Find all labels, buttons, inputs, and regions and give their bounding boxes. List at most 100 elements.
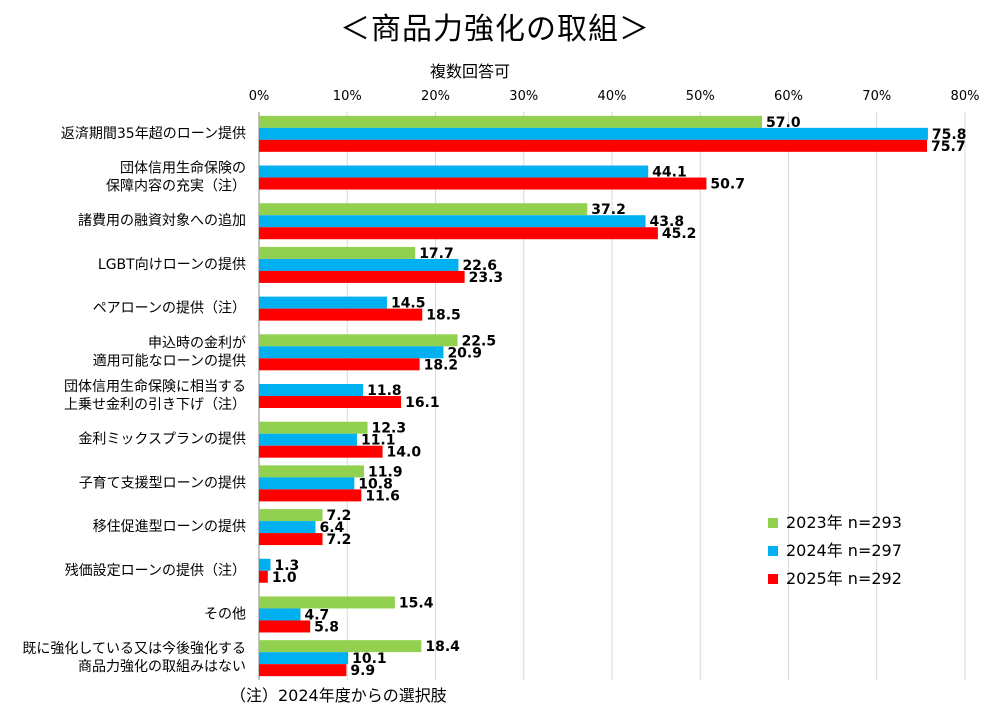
- bar: [259, 177, 707, 190]
- x-tick-label: 10%: [333, 89, 362, 104]
- category-label: 諸費用の融資対象への追加: [78, 213, 246, 229]
- data-label: 16.1: [405, 395, 440, 411]
- chart-title: ＜商品力強化の取組＞: [340, 12, 650, 47]
- legend-swatch: [768, 546, 778, 556]
- category-label: ペアローンの提供（注）: [93, 301, 246, 317]
- data-label: 1.0: [272, 570, 297, 586]
- category-label: 残価設定ローンの提供（注）: [65, 563, 246, 579]
- data-label: 75.7: [931, 139, 966, 155]
- data-label: 57.0: [766, 115, 801, 131]
- data-label: 37.2: [591, 202, 626, 218]
- bar: [259, 533, 323, 546]
- data-label: 18.4: [425, 639, 460, 655]
- data-label: 50.7: [710, 177, 745, 193]
- data-label: 7.2: [327, 508, 352, 524]
- x-tick-label: 30%: [509, 89, 538, 104]
- bar: [259, 346, 444, 359]
- bar: [259, 608, 301, 621]
- data-label: 22.6: [462, 258, 497, 274]
- chart-subtitle: 複数回答可: [430, 62, 511, 81]
- x-tick-label: 50%: [686, 89, 715, 104]
- bar: [259, 489, 362, 502]
- bar: [259, 203, 588, 216]
- bar: [259, 258, 459, 271]
- bar: [259, 521, 316, 534]
- category-label: 申込時の金利が: [148, 335, 246, 351]
- data-label: 11.9: [368, 464, 403, 480]
- bar: [259, 477, 355, 490]
- data-label: 20.9: [447, 345, 482, 361]
- bar: [259, 509, 323, 522]
- bar: [259, 227, 658, 240]
- bar: [259, 246, 416, 259]
- data-label: 1.3: [274, 558, 299, 574]
- data-label: 9.9: [350, 663, 375, 679]
- bar: [259, 465, 365, 478]
- data-label: 43.8: [650, 214, 685, 230]
- x-tick-label: 40%: [598, 89, 627, 104]
- bar: [259, 433, 357, 446]
- bar: [259, 640, 422, 653]
- bar: [259, 445, 383, 458]
- category-label: 移住促進型ローンの提供: [93, 519, 246, 535]
- category-label: 既に強化している又は今後強化する: [22, 641, 246, 657]
- data-label: 10.1: [352, 651, 387, 667]
- category-label: 団体信用生命保険の: [120, 160, 246, 177]
- bar: [259, 421, 368, 434]
- data-label: 4.7: [304, 607, 329, 623]
- data-label: 14.5: [391, 296, 426, 312]
- data-label: 75.8: [932, 127, 967, 143]
- category-label: 保障内容の充実（注）: [106, 178, 246, 195]
- category-label: 団体信用生命保険に相当する: [64, 378, 246, 395]
- category-label: LGBT向けローンの提供: [98, 257, 246, 273]
- data-label: 45.2: [662, 226, 697, 242]
- data-label: 7.2: [327, 532, 352, 548]
- bar: [259, 384, 364, 396]
- data-label: 23.3: [469, 270, 504, 286]
- x-tick-label: 60%: [774, 89, 803, 104]
- data-label: 22.5: [462, 333, 497, 349]
- legend-label: 2025年 n=292: [786, 569, 902, 588]
- category-label: 上乗せ金利の引き下げ（注）: [64, 397, 246, 413]
- bar: [259, 334, 458, 347]
- data-label: 6.4: [319, 520, 344, 536]
- bar: [259, 664, 347, 677]
- bar: [259, 270, 465, 283]
- category-label: 子育て支援型ローンの提供: [79, 475, 246, 491]
- data-label: 14.0: [387, 445, 422, 461]
- legend-label: 2023年 n=293: [786, 513, 902, 532]
- data-label: 11.6: [365, 488, 400, 504]
- category-label: 適用可能なローンの提供: [93, 352, 246, 369]
- chart-footnote: （注）2024年度からの選択肢: [230, 686, 447, 705]
- bar: [259, 308, 423, 321]
- data-label: 11.1: [361, 433, 396, 449]
- bar: [259, 165, 649, 178]
- data-label: 15.4: [399, 595, 434, 611]
- data-label: 18.5: [426, 308, 461, 324]
- data-label: 44.1: [652, 165, 687, 181]
- x-tick-label: 70%: [862, 89, 891, 104]
- bar: [259, 215, 646, 228]
- bar: [259, 620, 311, 633]
- x-tick-label: 0%: [249, 89, 270, 104]
- x-tick-label: 80%: [951, 89, 980, 104]
- data-label: 5.8: [314, 619, 339, 635]
- bar: [259, 127, 928, 140]
- data-label: 12.3: [372, 421, 407, 437]
- bar: [259, 115, 763, 128]
- legend-label: 2024年 n=297: [786, 541, 902, 560]
- bar: [259, 139, 928, 152]
- bar: [259, 296, 387, 309]
- category-label: 商品力強化の取組みはない: [78, 659, 246, 675]
- category-label: 返済期間35年超のローン提供: [61, 126, 246, 142]
- bar: [259, 396, 402, 408]
- data-label: 17.7: [419, 246, 454, 262]
- x-tick-label: 20%: [421, 89, 450, 104]
- bar: [259, 596, 395, 609]
- category-label: 金利ミックスプランの提供: [78, 432, 246, 448]
- legend-swatch: [768, 574, 778, 584]
- data-label: 18.2: [424, 357, 459, 373]
- data-label: 11.8: [367, 383, 402, 399]
- bar: [259, 570, 268, 583]
